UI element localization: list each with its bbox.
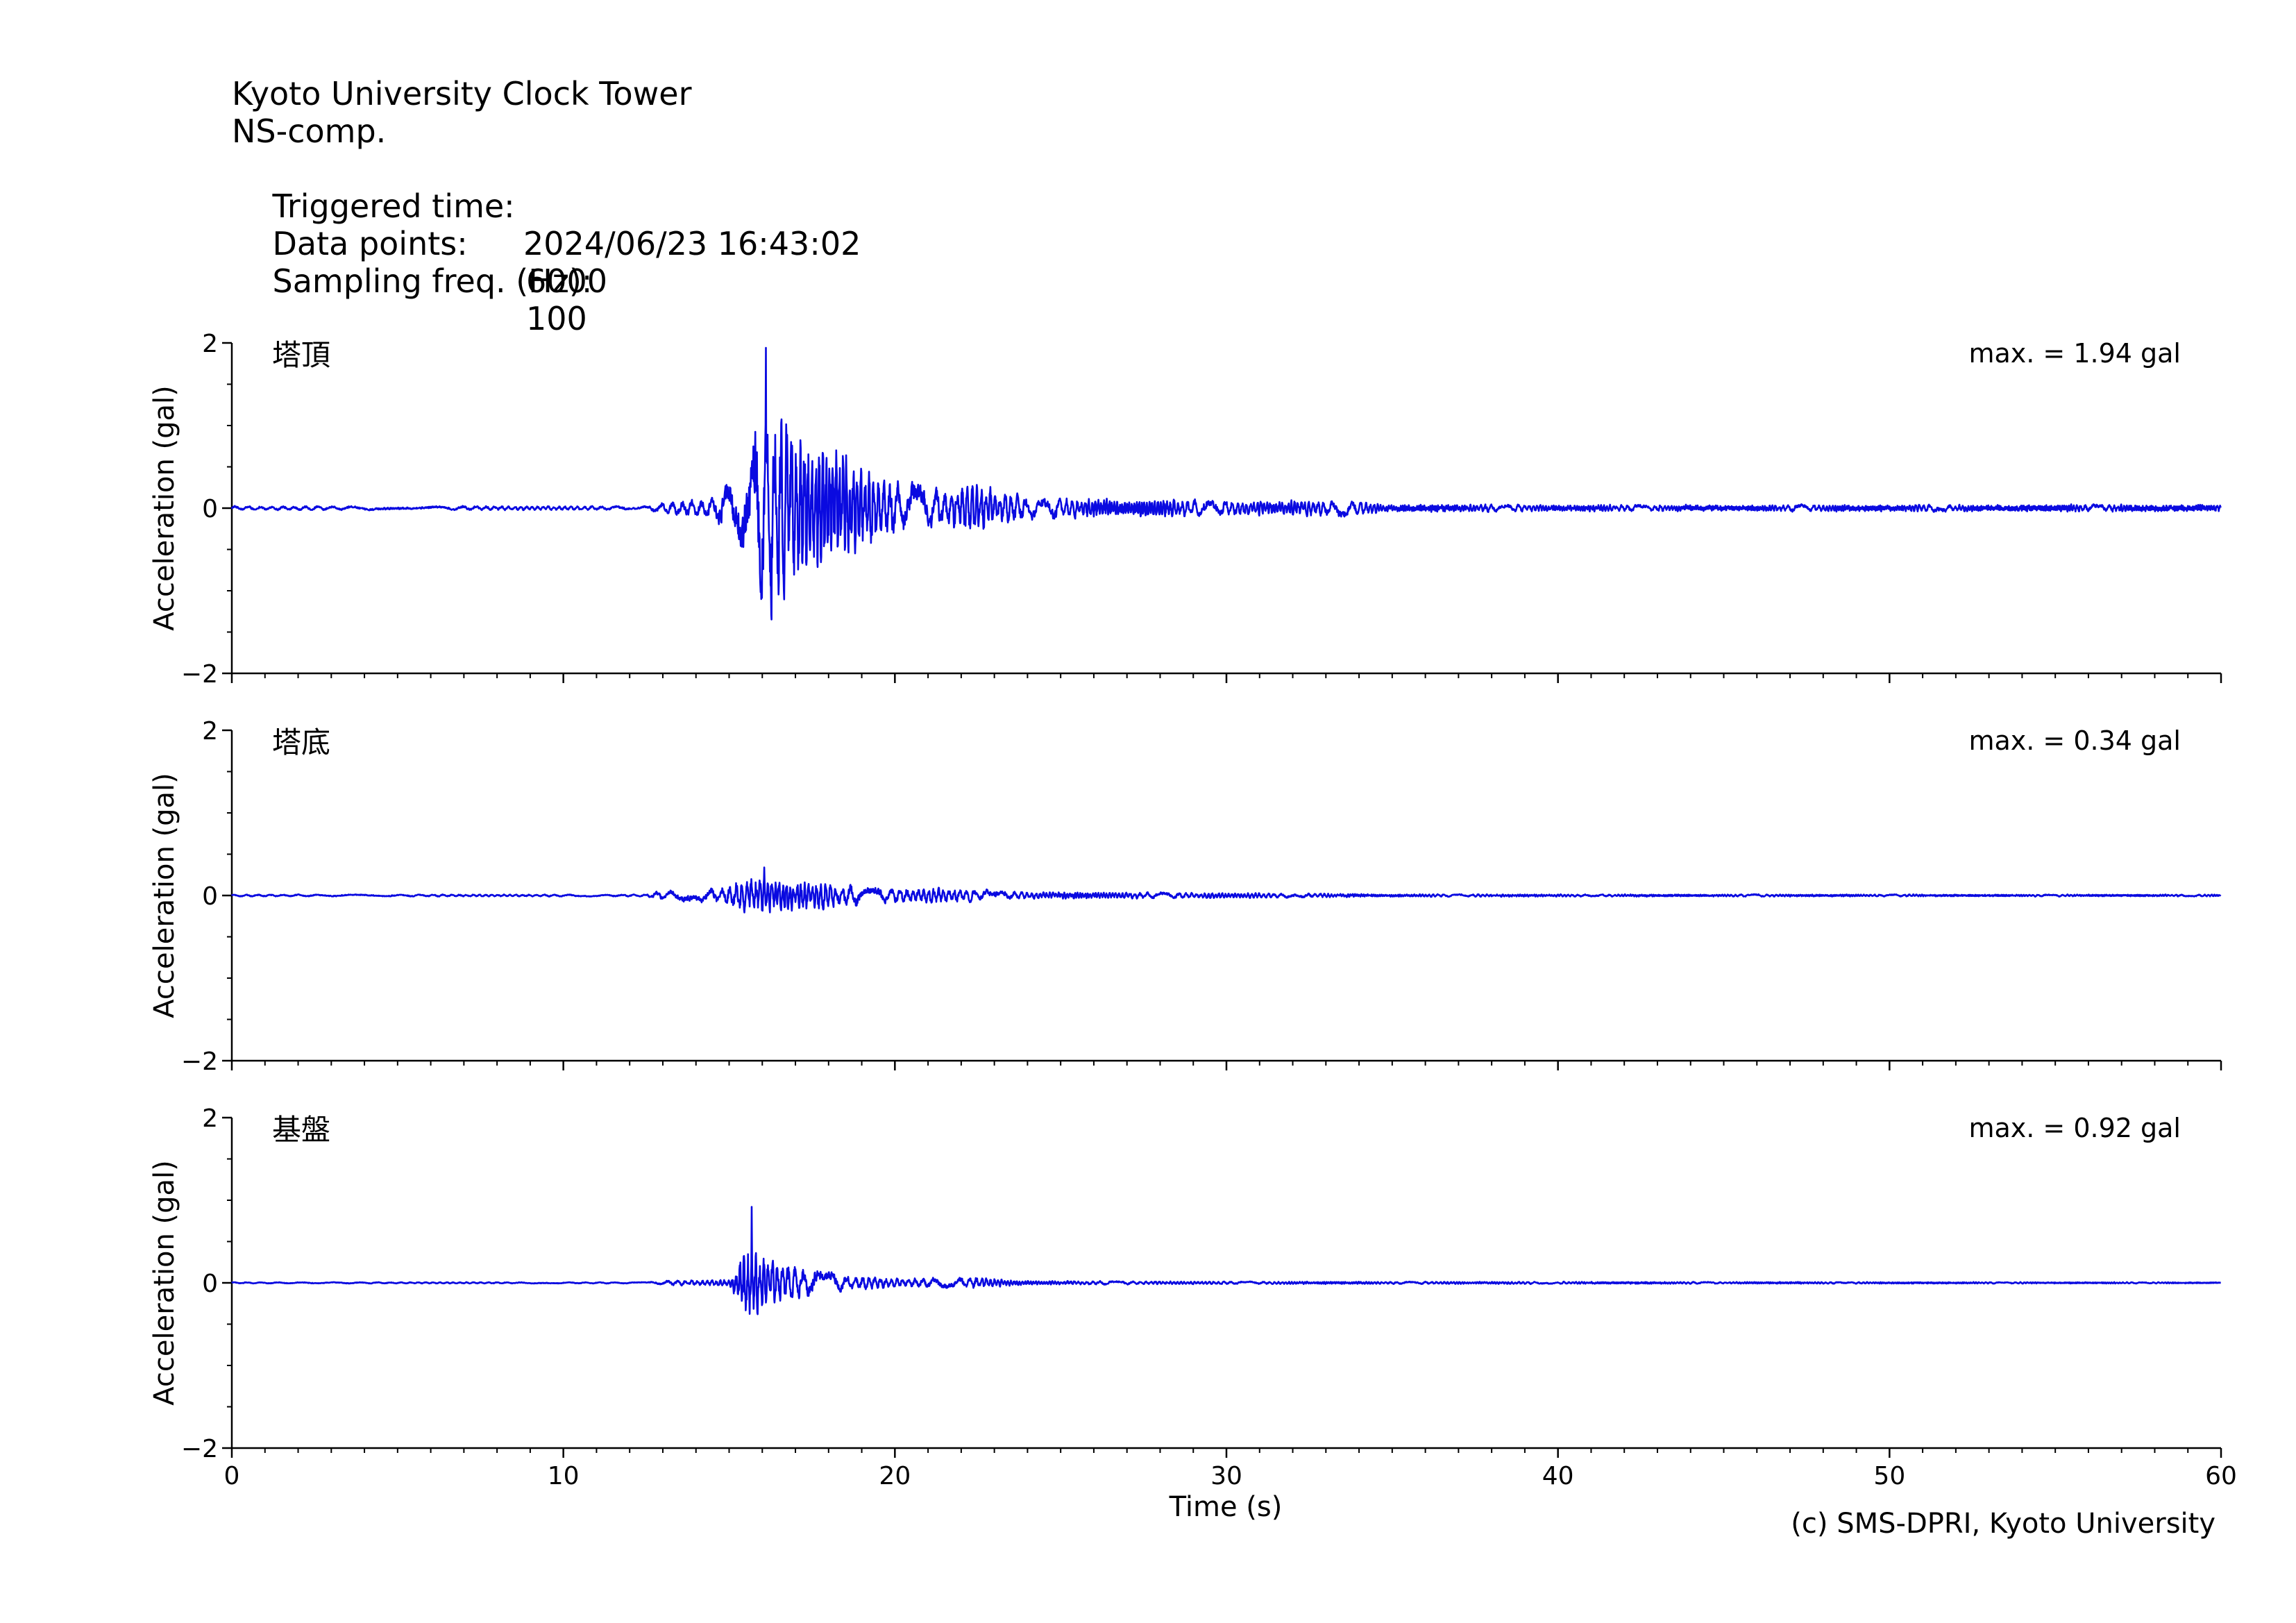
y-tick-label: 0: [202, 495, 218, 523]
y-tick-label: 0: [202, 1270, 218, 1298]
panel-label: 塔底: [272, 725, 330, 759]
x-axis: 0 10 20 30 40 50 60: [224, 1462, 2237, 1490]
sampling-freq-row: Sampling freq. (Hz): 100: [232, 225, 692, 337]
x-tick-label: 30: [1210, 1462, 1242, 1490]
x-tick-label: 10: [548, 1462, 580, 1490]
y-axis-title: Acceleration (gal): [149, 773, 180, 1018]
y-tick-label: 2: [202, 717, 218, 746]
max-label: max. = 0.92 gal: [1968, 1113, 2181, 1143]
record-header: Kyoto University Clock Tower NS-comp. Tr…: [232, 75, 861, 337]
panel-label: 基盤: [272, 1113, 330, 1147]
triggered-time-value: 2024/06/23 16:43:02: [523, 225, 861, 262]
x-tick-label: 40: [1542, 1462, 1574, 1490]
y-tick-label: 2: [202, 330, 218, 358]
x-tick-label: 60: [2205, 1462, 2237, 1490]
x-tick-label: 20: [879, 1462, 911, 1490]
max-label: max. = 0.34 gal: [1968, 725, 2181, 756]
y-axis-title: Acceleration (gal): [149, 385, 180, 631]
triggered-time-label: Triggered time:: [272, 187, 515, 225]
x-axis-title: Time (s): [1169, 1491, 1283, 1523]
y-tick-label: 0: [202, 882, 218, 911]
data-points-value: 6000: [526, 262, 608, 300]
copyright-note: (c) SMS-DPRI, Kyoto University: [1791, 1508, 2215, 1540]
y-tick-label: 2: [202, 1104, 218, 1133]
acceleration-trace: [231, 1206, 2222, 1315]
y-axis-title: Acceleration (gal): [149, 1160, 180, 1406]
panel-label: 塔頂: [272, 338, 330, 372]
y-tick-label: −2: [181, 660, 218, 689]
data-points-label: Data points:: [272, 225, 468, 262]
x-tick-label: 0: [224, 1462, 240, 1490]
sampling-freq-label: Sampling freq. (Hz):: [272, 262, 593, 300]
acceleration-trace: [230, 346, 2222, 621]
data-points-row: Data points: 6000: [232, 187, 692, 300]
y-tick-label: −2: [181, 1435, 218, 1463]
y-tick-label: −2: [181, 1048, 218, 1076]
sampling-freq-value: 100: [526, 300, 587, 337]
acceleration-trace: [230, 866, 2222, 914]
panel-3: 2 0 −2 Acceleration (gal) 基盤 max. = 0.92 gal: [149, 1104, 2222, 1463]
triggered-time-row: Triggered time: 2024/06/23 16:43:02: [232, 150, 861, 262]
component-name: NS-comp.: [232, 112, 387, 150]
max-label: max. = 1.94 gal: [1968, 338, 2181, 369]
panel-2: 2 0 −2 Acceleration (gal) 塔底 max. = 0.34 gal: [149, 717, 2222, 1076]
x-tick-label: 50: [1873, 1462, 1905, 1490]
station-name: Kyoto University Clock Tower: [232, 75, 692, 112]
